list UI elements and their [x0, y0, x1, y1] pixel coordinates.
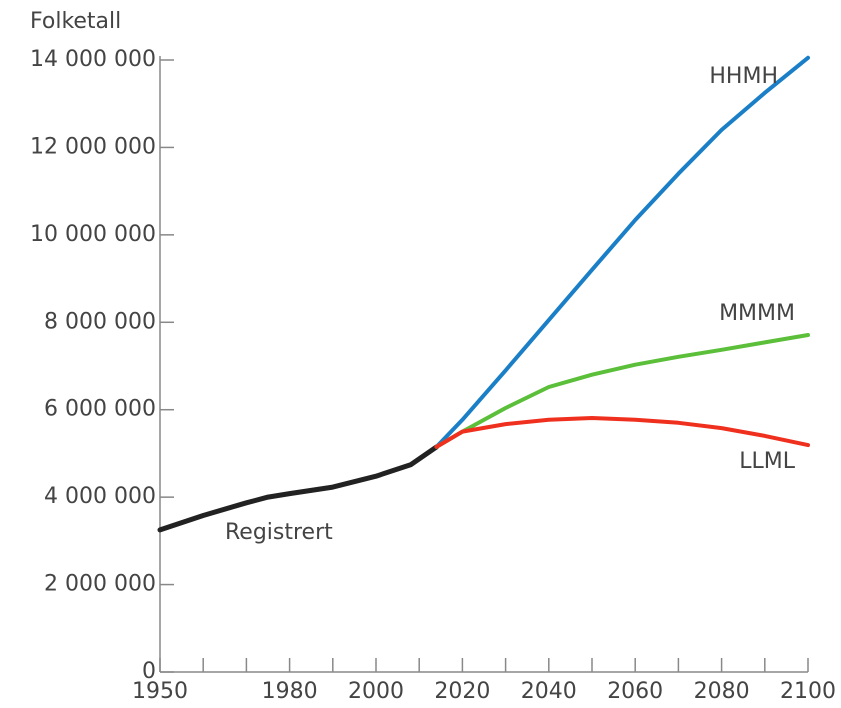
- x-tick-label: 2040: [521, 679, 577, 704]
- x-tick-label: 2100: [780, 679, 836, 704]
- x-tick-label: 1980: [262, 679, 318, 704]
- series-label: HHMH: [709, 64, 778, 89]
- y-tick-label: 2 000 000: [44, 572, 156, 597]
- x-tick-label: 2000: [348, 679, 404, 704]
- x-tick-label: 2060: [607, 679, 663, 704]
- series-line: [434, 333, 810, 449]
- series-line: [434, 416, 810, 449]
- y-tick-label: 12 000 000: [30, 134, 156, 159]
- y-tick-label: 10 000 000: [30, 222, 156, 247]
- series-label: MMMM: [719, 301, 795, 326]
- series-line: [434, 55, 810, 449]
- y-axis-label: Folketall: [30, 9, 121, 34]
- series-label: LLML: [739, 449, 795, 474]
- x-tick-label: 2080: [694, 679, 750, 704]
- series-label: Registrert: [225, 520, 333, 545]
- y-tick-label: 6 000 000: [44, 397, 156, 422]
- y-tick-label: 4 000 000: [44, 484, 156, 509]
- y-tick-label: 8 000 000: [44, 309, 156, 334]
- series-line: [157, 444, 439, 533]
- y-tick-label: 14 000 000: [30, 47, 156, 72]
- x-tick-label: 2020: [434, 679, 490, 704]
- x-tick-label: 1950: [132, 679, 188, 704]
- y-tick-label: 0: [142, 659, 156, 684]
